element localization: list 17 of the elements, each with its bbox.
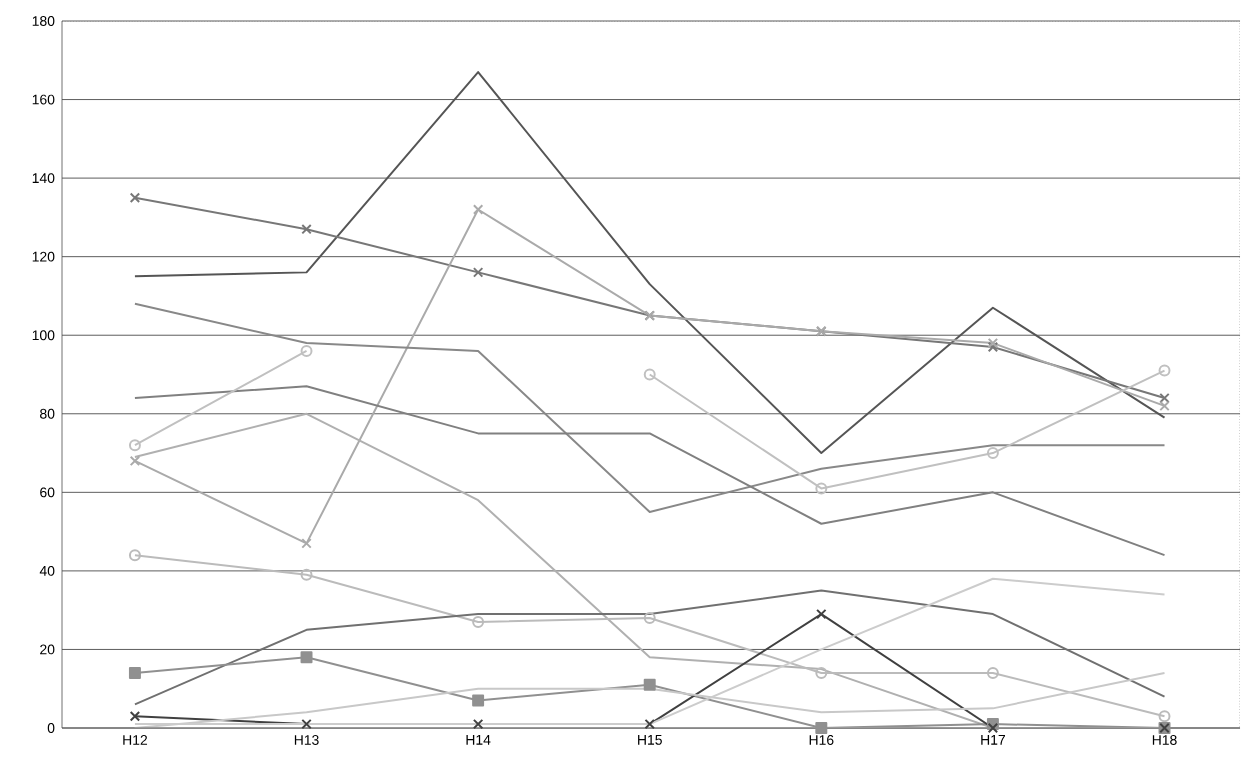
x-tick-label: H12	[123, 735, 148, 745]
x-tick-label: H15	[638, 735, 662, 745]
x-tick-label: H14	[466, 735, 491, 745]
x-tick-label: H17	[981, 735, 1006, 745]
y-tick-label: 20	[40, 644, 55, 655]
x-tick-label: H16	[809, 735, 834, 745]
x-tick-label: H13	[294, 735, 319, 745]
x-tick-label: H18	[1152, 735, 1177, 745]
y-tick-label: 100	[32, 330, 55, 341]
y-tick-label: 140	[32, 173, 55, 184]
y-tick-label: 160	[32, 94, 55, 105]
y-tick-label: 0	[47, 723, 55, 733]
y-tick-label: 120	[32, 251, 55, 262]
y-tick-label: 40	[39, 565, 55, 576]
y-tick-label: 180	[32, 16, 55, 26]
y-tick-label: 60	[40, 487, 55, 498]
y-tick-label: 80	[40, 408, 55, 419]
